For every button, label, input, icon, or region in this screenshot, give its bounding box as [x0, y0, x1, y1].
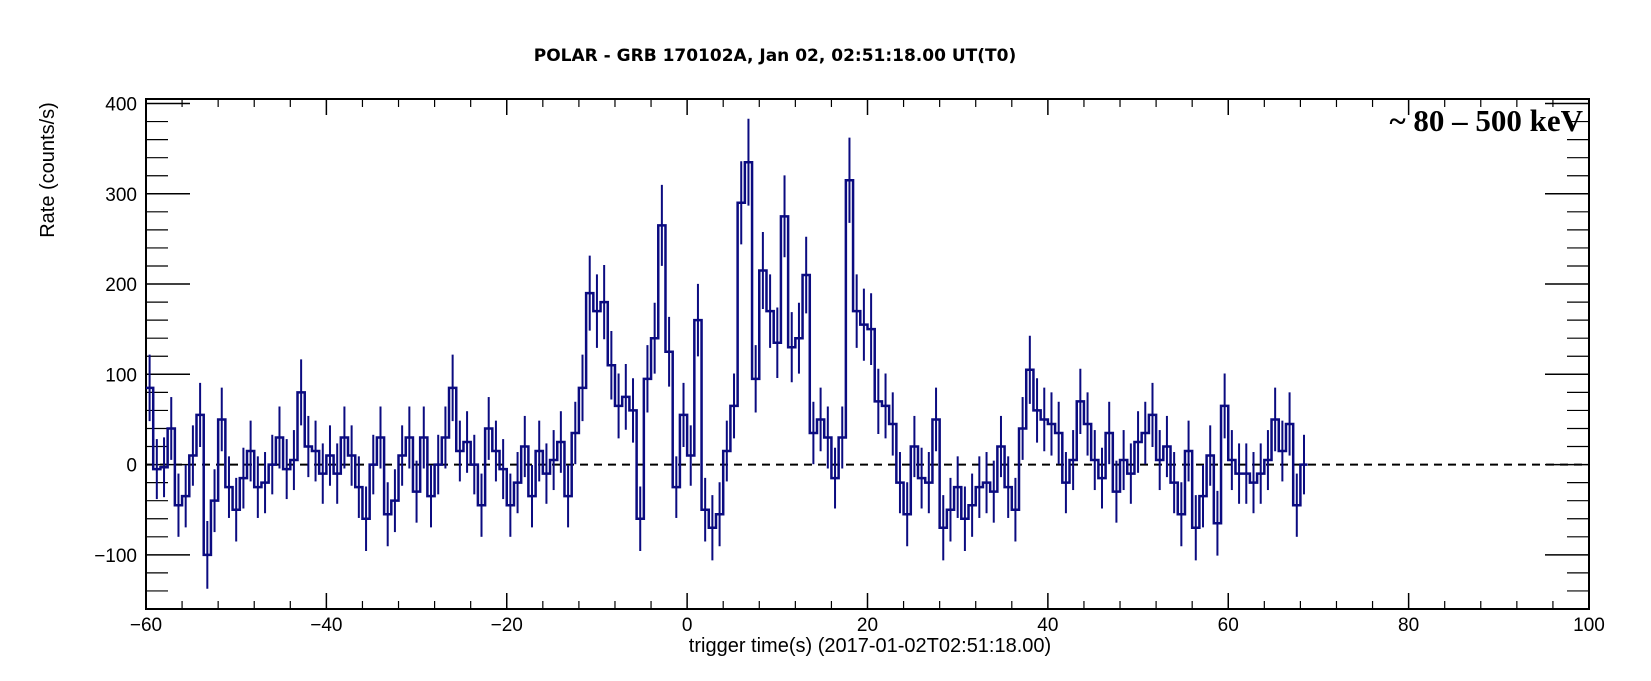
y-tick-label: 0 — [126, 456, 137, 477]
error-bars — [148, 118, 1306, 589]
axis-ticks — [145, 99, 1590, 609]
tick-labels: −60 −40 −20 0 20 40 60 80 100 −100 0 100 200 300 400 — [94, 95, 1605, 636]
y-axis-label: Rate (counts/s) — [37, 102, 59, 238]
x-tick-label: 80 — [1398, 615, 1419, 636]
chart-title: POLAR - GRB 170102A, Jan 02, 02:51:18.00… — [534, 46, 1016, 66]
x-tick-label: −20 — [491, 615, 523, 636]
x-tick-label: −40 — [310, 615, 342, 636]
plot-frame — [145, 98, 1590, 610]
y-tick-label: 100 — [105, 365, 137, 386]
y-tick-label: 200 — [105, 275, 137, 296]
series-step-line — [146, 160, 1308, 557]
y-tick-label: 400 — [105, 95, 137, 116]
x-tick-label: 60 — [1218, 615, 1239, 636]
x-tick-label: 0 — [682, 615, 693, 636]
x-tick-label: 40 — [1037, 615, 1058, 636]
x-axis-label: trigger time(s) (2017-01-02T02:51:18.00) — [689, 635, 1051, 657]
x-tick-label: 100 — [1573, 615, 1605, 636]
x-tick-label: −60 — [130, 615, 162, 636]
energy-range-annotation: ~ 80 – 500 keV — [1389, 103, 1583, 138]
y-tick-label: −100 — [94, 546, 137, 567]
y-tick-label: 300 — [105, 185, 137, 206]
x-tick-label: 20 — [857, 615, 878, 636]
